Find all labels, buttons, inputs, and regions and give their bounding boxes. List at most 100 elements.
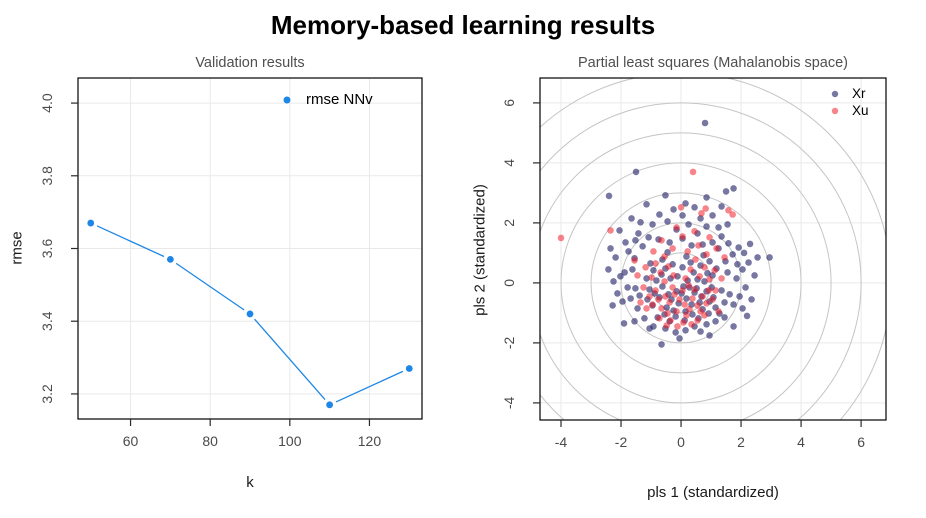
right-y-tick-label: 2 <box>501 219 517 227</box>
right-x-axis-label: pls 1 (standardized) <box>647 484 779 501</box>
left-legend-marker <box>283 96 291 104</box>
scatter-point-xr <box>679 264 686 271</box>
scatter-point-xu <box>649 301 656 308</box>
scatter-point-xu <box>652 260 659 267</box>
right-legend-marker-xr <box>831 90 839 98</box>
scatter-point-xr <box>735 244 742 251</box>
scatter-point-xu <box>669 245 676 252</box>
scatter-point-xr <box>632 168 640 176</box>
scatter-point-xr <box>670 206 677 213</box>
scatter-point-xr <box>683 295 690 302</box>
scatter-point-xr <box>724 221 731 228</box>
scatter-point-xu <box>684 248 691 255</box>
scatter-point-xu <box>718 275 725 282</box>
left-x-tick-label: 100 <box>278 433 302 449</box>
scatter-point-xr <box>739 305 746 312</box>
scatter-point-xr <box>703 321 710 328</box>
scatter-point-xr <box>726 291 733 298</box>
scatter-point-xu <box>673 308 680 315</box>
scatter-point-xu <box>712 287 719 294</box>
scatter-point-xu <box>656 315 663 322</box>
right-y-tick-label: 4 <box>501 159 517 167</box>
mahalanobis-circle <box>650 252 712 314</box>
scatter-point-xr <box>625 248 632 255</box>
scatter-point-xu <box>729 211 736 218</box>
scatter-point-xr <box>725 240 732 247</box>
right-legend-label-xu: Xu <box>852 103 869 118</box>
scatter-point-xr <box>718 287 725 294</box>
scatter-point-xr <box>703 194 710 201</box>
right-x-tick-label: 4 <box>797 434 805 450</box>
scatter-point-xr <box>605 192 613 200</box>
scatter-point-xr <box>605 266 612 273</box>
scatter-point-xr <box>632 237 639 244</box>
rmse-data-point <box>87 219 95 227</box>
scatter-point-xu <box>658 237 665 244</box>
scatter-point-xr <box>659 283 666 290</box>
mahalanobis-circle <box>540 132 832 420</box>
rmse-data-point <box>246 310 254 318</box>
scatter-point-xu <box>667 317 674 324</box>
scatter-point-xr <box>641 315 648 322</box>
scatter-point-xr <box>609 302 616 309</box>
scatter-point-xr <box>745 259 752 266</box>
mahalanobis-circle <box>620 222 742 344</box>
left-x-tick-label: 80 <box>202 433 218 449</box>
scatter-point-xr <box>682 200 689 207</box>
scatter-point-xu <box>709 296 716 303</box>
right-x-tick-label: -2 <box>615 434 628 450</box>
scatter-point-xr <box>610 278 617 285</box>
scatter-point-xu <box>652 287 659 294</box>
scatter-point-xu <box>674 323 681 330</box>
scatter-point-xu <box>711 267 718 274</box>
scatter-point-xu <box>725 207 732 214</box>
scatter-point-xu <box>673 224 680 231</box>
scatter-point-xu <box>679 287 686 294</box>
scatter-point-xu <box>683 312 690 319</box>
scatter-point-xu <box>702 205 709 212</box>
left-y-tick-label: 3.4 <box>39 311 55 331</box>
scatter-point-xr <box>722 188 730 195</box>
scatter-point-xu <box>679 233 686 240</box>
scatter-point-xr <box>617 273 624 280</box>
scatter-point-xr <box>721 299 728 306</box>
scatter-point-xr <box>662 192 669 199</box>
scatter-point-xu <box>701 264 708 271</box>
scatter-point-xu <box>670 272 677 279</box>
scatter-point-xr <box>635 230 642 237</box>
scatter-point-xr <box>743 312 751 320</box>
scatter-point-xu <box>607 227 614 234</box>
scatter-point-xu <box>637 299 644 306</box>
scatter-point-xu <box>631 257 638 264</box>
scatter-point-xu <box>640 284 647 291</box>
scatter-point-xu <box>657 269 664 276</box>
right-legend-marker-xu <box>831 107 839 115</box>
scatter-point-xu <box>703 300 710 307</box>
rmse-line-segment <box>96 225 165 258</box>
scatter-point-xr <box>676 335 683 342</box>
scatter-point-xr <box>697 328 704 335</box>
scatter-point-xr <box>624 284 631 291</box>
scatter-point-xu <box>721 254 728 261</box>
left-y-tick-label: 3.2 <box>39 384 55 404</box>
scatter-point-xr <box>656 211 663 218</box>
scatter-point-xu <box>663 322 670 329</box>
scatter-point-xu <box>694 317 701 324</box>
right-x-tick-label: 2 <box>737 434 745 450</box>
scatter-point-xr <box>614 290 621 297</box>
scatter-point-xu <box>682 275 689 282</box>
right-legend-label-xr: Xr <box>852 86 866 101</box>
scatter-point-xr <box>703 223 710 230</box>
scatter-point-xu <box>689 295 696 302</box>
scatter-point-xu <box>658 305 665 312</box>
scatter-point-xr <box>646 286 653 293</box>
scatter-point-xu <box>687 266 694 273</box>
scatter-point-xr <box>679 212 686 219</box>
scatter-point-xu <box>681 301 688 308</box>
scatter-point-xr <box>697 215 704 222</box>
scatter-point-xr <box>730 323 737 330</box>
scatter-point-xu <box>691 286 698 293</box>
rmse-data-point <box>166 256 174 263</box>
scatter-point-xr <box>689 311 696 318</box>
